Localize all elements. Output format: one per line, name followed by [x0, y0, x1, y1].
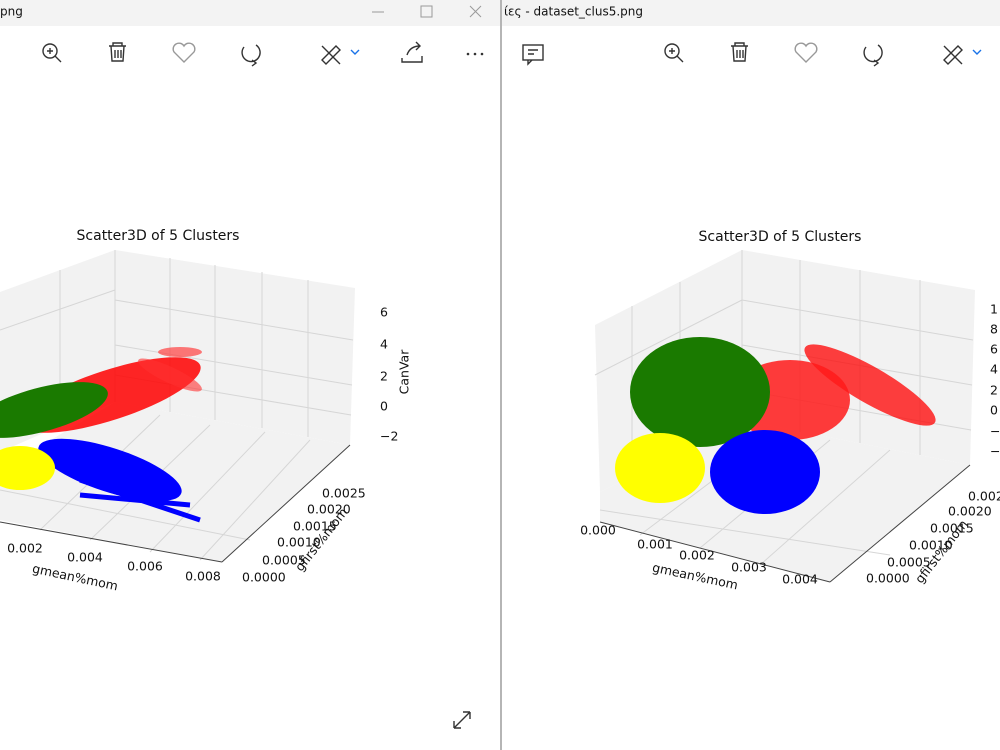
cluster-points	[0, 347, 202, 523]
x-tick-label: 0.006	[127, 559, 163, 574]
toolbar	[42, 41, 484, 67]
rotate-button[interactable]	[241, 44, 261, 67]
window-controls	[372, 5, 482, 18]
z-axis-label: CanVar	[397, 349, 412, 395]
y-tick-label: 0.0015	[293, 519, 337, 534]
rotate-button[interactable]	[863, 44, 883, 67]
z-tick-label: 4	[380, 337, 388, 352]
plot-title: Scatter3D of 5 Clusters	[699, 229, 862, 245]
z-tick-label: 1	[990, 302, 998, 317]
edit-button[interactable]	[321, 45, 360, 65]
x-tick-label: 0.004	[67, 550, 103, 565]
x-axis-label: gmean%mom	[651, 560, 739, 593]
y-tick-label: 0.0015	[930, 521, 974, 536]
window-title: png	[0, 5, 23, 19]
delete-button[interactable]	[731, 42, 748, 62]
share-button[interactable]	[401, 41, 423, 63]
cluster-points	[615, 337, 936, 514]
favorite-button[interactable]	[172, 42, 196, 63]
z-tick-label: 8	[990, 322, 998, 337]
y-tick-label: 0.0010	[909, 538, 953, 553]
title-bar	[0, 0, 500, 26]
y-tick-label: 0.0020	[948, 504, 992, 519]
more-button[interactable]	[466, 52, 484, 56]
edit-button[interactable]	[943, 45, 982, 65]
info-button[interactable]	[522, 44, 544, 66]
z-tick-label: 6	[380, 305, 388, 320]
z-tick-label: −2	[990, 424, 1000, 439]
z-tick-label: −4	[990, 444, 1000, 459]
y-tick-label: 0.0020	[307, 502, 351, 517]
favorite-button[interactable]	[794, 42, 818, 63]
z-tick-label: 2	[990, 383, 998, 398]
x-axis-label: gmean%mom	[31, 561, 119, 594]
x-tick-label: 0.004	[782, 572, 818, 587]
z-tick-label: 4	[990, 362, 998, 377]
title-bar	[502, 0, 1000, 26]
z-tick-label: −2	[380, 429, 398, 444]
y-tick-label: 0.0000	[866, 571, 910, 586]
z-tick-label: 2	[380, 369, 388, 384]
close-button[interactable]	[469, 5, 482, 18]
y-tick-label: 0.0025	[968, 489, 1000, 504]
y-tick-label: 0.0025	[322, 486, 366, 501]
zoom-button[interactable]	[42, 43, 62, 63]
zoom-button[interactable]	[664, 43, 684, 63]
x-tick-label: 0.008	[185, 569, 221, 584]
y-tick-label: 0.0000	[242, 570, 286, 585]
z-tick-label: 0	[380, 399, 388, 414]
window-title: ίες - dataset_clus5.png	[504, 5, 643, 19]
z-tick-label: 0	[990, 403, 998, 418]
delete-button[interactable]	[109, 42, 126, 62]
plot-title: Scatter3D of 5 Clusters	[77, 228, 240, 244]
x-tick-label: 0.002	[679, 548, 715, 563]
y-tick-label: 0.0005	[262, 553, 306, 568]
toolbar	[522, 42, 982, 67]
fullscreen-button[interactable]	[453, 711, 471, 729]
x-tick-label: 0.001	[637, 537, 673, 552]
x-tick-label: 0.003	[731, 560, 767, 575]
y-tick-label: 0.0005	[887, 555, 931, 570]
maximize-button[interactable]	[420, 5, 433, 18]
y-tick-label: 0.0010	[277, 535, 321, 550]
x-tick-label: 0.000	[580, 523, 616, 538]
x-tick-label: 0.002	[7, 541, 43, 556]
z-tick-label: 6	[990, 342, 998, 357]
